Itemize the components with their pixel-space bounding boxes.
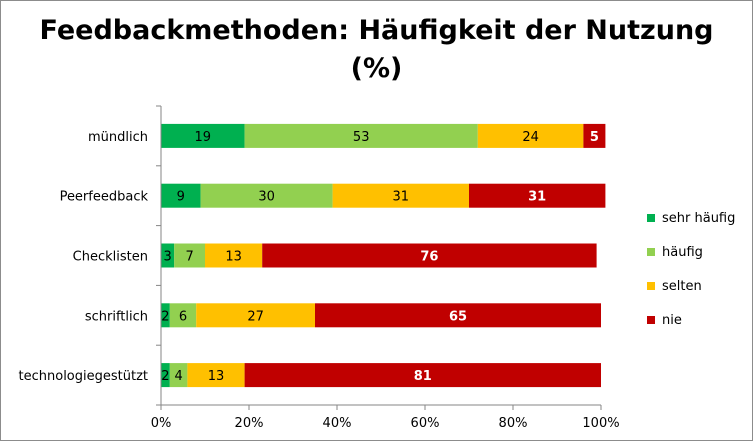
x-tick-label: 60% [411,416,440,431]
legend-item: selten [647,278,702,294]
bar-segment [332,183,469,208]
category-label: schriftlich [85,309,148,324]
chart-title-line-2: (%) [350,53,403,84]
bar-segment [161,363,170,388]
data-label: 13 [225,250,242,265]
category-label: technologiegestützt [19,369,148,384]
legend-swatch [647,282,655,290]
data-label: 9 [177,190,185,205]
bar-segment [161,243,175,268]
chart-title: Feedbackmethoden: Häufigkeit der Nutzung… [0,12,753,88]
bar-segment [469,183,606,208]
legend-item: häufig [647,244,703,260]
bar-segment [262,243,597,268]
data-label: 5 [590,130,599,145]
legend-swatch [647,248,655,256]
data-label: 2 [161,309,169,324]
category-label: Peerfeedback [60,190,149,205]
x-tick-label: 100% [582,416,619,431]
chart-title-line-1: Feedbackmethoden: Häufigkeit der Nutzung [39,15,714,46]
x-tick-label: 40% [323,416,352,431]
data-label: 31 [393,190,410,205]
legend-item: nie [647,312,682,328]
data-label: 2 [161,369,169,384]
x-tick-label: 80% [499,416,528,431]
data-label: 6 [179,309,187,324]
data-label: 76 [420,250,438,265]
bar-segment [169,303,197,328]
bar-segment [315,303,601,328]
legend-swatch [647,316,655,324]
bar-segment [169,363,188,388]
bar-segment [477,123,584,148]
data-label: 3 [163,250,171,265]
bar-segment [161,303,170,328]
legend-item: sehr häufig [647,210,735,226]
legend-label: selten [662,278,702,294]
data-label: 81 [414,369,432,384]
data-label: 53 [353,130,370,145]
x-tick-label: 20% [235,416,264,431]
legend-label: häufig [662,244,703,260]
bar-segment [187,363,245,388]
data-label: 31 [528,190,546,205]
bar-segment [205,243,263,268]
legend-label: nie [662,312,682,328]
category-label: mündlich [88,130,148,145]
bar-segment [244,363,601,388]
x-tick-label: 0% [151,416,172,431]
data-label: 24 [522,130,539,145]
data-label: 4 [174,369,182,384]
legend-swatch [647,214,655,222]
data-label: 7 [185,250,193,265]
bar-segment [161,183,201,208]
category-label: Checklisten [73,250,148,265]
bar-segment [244,123,478,148]
data-label: 27 [247,309,264,324]
bar-segment [174,243,205,268]
bar-segment [200,183,333,208]
data-label: 19 [195,130,212,145]
data-label: 13 [208,369,225,384]
data-label: 30 [258,190,275,205]
data-label: 65 [449,309,467,324]
bar-segment [196,303,315,328]
bar-segment [583,123,606,148]
bar-segment [161,123,245,148]
legend-label: sehr häufig [662,210,736,226]
